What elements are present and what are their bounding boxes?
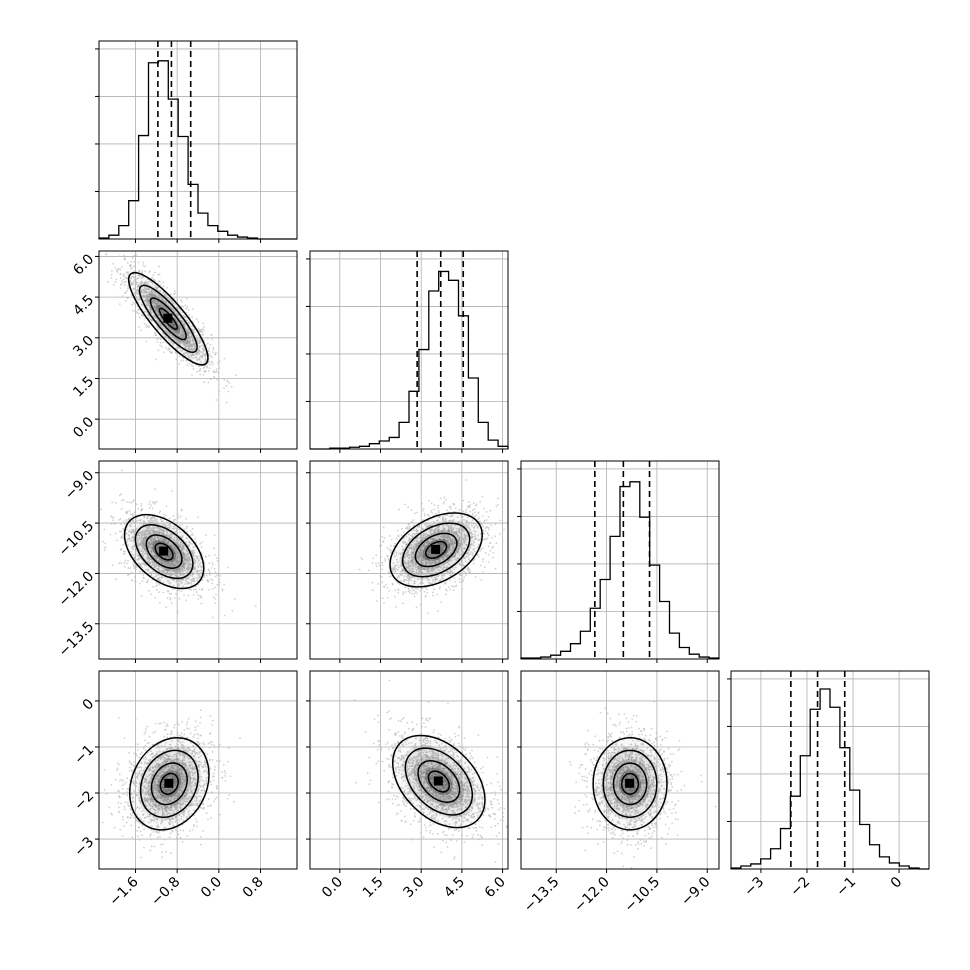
- contour-line: [417, 760, 461, 803]
- contour-line: [424, 540, 448, 559]
- x-tick-label: 3.0: [400, 874, 427, 901]
- y-tick-label: 0: [80, 696, 98, 714]
- scatter-panel-3-1: [95, 460, 298, 663]
- contour-line: [127, 271, 209, 366]
- scatter-panel-4-1: [95, 670, 298, 873]
- x-tick-label: −9.0: [678, 874, 713, 909]
- histogram-step-line: [310, 270, 509, 450]
- contour-line: [621, 772, 640, 795]
- x-tick-label: −1.6: [106, 874, 141, 909]
- density-peak: [159, 546, 169, 556]
- density-peak: [433, 776, 443, 786]
- contour-line: [389, 512, 483, 588]
- y-tick-label: 1.5: [70, 373, 97, 400]
- x-tick-label: −1: [833, 874, 859, 900]
- contour-line: [401, 522, 471, 578]
- y-tick-label: −9.0: [62, 468, 97, 503]
- contour-line: [158, 307, 178, 330]
- panel-frame: [309, 460, 509, 660]
- x-tick-label: −0.8: [148, 874, 183, 909]
- y-tick-label: −1: [71, 742, 97, 768]
- panel-frame: [309, 670, 509, 870]
- contour-line: [123, 513, 205, 590]
- x-tick-label: 1.5: [360, 874, 387, 901]
- panel-frame: [98, 250, 298, 450]
- contour-line: [391, 734, 486, 829]
- density-peak: [163, 313, 173, 323]
- y-tick-label: 3.0: [70, 333, 97, 360]
- contour-line: [138, 284, 198, 353]
- x-tick-label: −3: [741, 874, 767, 900]
- contour-line: [602, 749, 658, 818]
- x-tick-label: 0.0: [198, 874, 225, 901]
- x-tick-label: −10.5: [622, 874, 664, 916]
- histogram-panel-2: [306, 250, 509, 453]
- contour-line: [139, 749, 199, 818]
- density-layer: [569, 700, 717, 869]
- y-tick-label: −10.5: [56, 518, 98, 560]
- x-tick-label: −2: [787, 874, 813, 900]
- histogram-panel-4: [727, 670, 930, 873]
- density-peak: [431, 544, 441, 554]
- contour-line: [159, 772, 180, 795]
- histogram-step-line: [98, 60, 297, 240]
- histogram-panel-3: [517, 460, 720, 663]
- x-tick-label: 6.0: [482, 874, 509, 901]
- contour-line: [592, 737, 668, 831]
- panel-frame: [98, 670, 298, 870]
- contour-line: [427, 770, 450, 793]
- contour-line: [128, 737, 210, 831]
- y-tick-label: 0.0: [70, 414, 97, 441]
- contour-line: [149, 297, 187, 341]
- panel-frame: [309, 250, 509, 450]
- contour-line: [612, 762, 648, 806]
- x-tick-label: −12.0: [571, 874, 613, 916]
- x-tick-label: 0: [888, 874, 906, 892]
- x-tick-label: 4.5: [441, 874, 468, 901]
- contour-line: [154, 542, 174, 561]
- panel-frame: [520, 670, 720, 870]
- histogram-step-line: [520, 481, 720, 659]
- y-tick-label: 6.0: [70, 251, 97, 278]
- scatter-panel-4-2: [306, 670, 509, 873]
- y-tick-label: −13.5: [56, 619, 98, 661]
- panel-frame: [520, 460, 720, 660]
- density-layer: [100, 469, 257, 630]
- x-tick-label: 0.8: [240, 874, 267, 901]
- density-layer: [101, 709, 241, 859]
- contour-line: [134, 524, 194, 580]
- y-tick-label: −12.0: [56, 568, 98, 610]
- density-layer: [358, 479, 505, 615]
- contour-line: [404, 747, 474, 816]
- contour-line: [145, 534, 183, 569]
- y-tick-label: −3: [71, 834, 97, 860]
- scatter-panel-3-2: [306, 460, 509, 663]
- histogram-step-line: [730, 688, 929, 870]
- contour-line: [150, 762, 188, 806]
- x-tick-label: −13.5: [521, 874, 563, 916]
- y-tick-label: 4.5: [70, 292, 97, 319]
- density-layer: [103, 251, 237, 404]
- scatter-panel-2-1: [95, 250, 298, 453]
- panel-frame: [730, 670, 930, 870]
- density-peak: [625, 778, 635, 788]
- x-tick-label: 0.0: [319, 874, 346, 901]
- panel-frame: [98, 460, 298, 660]
- density-layer: [353, 679, 508, 864]
- panel-frame: [98, 40, 298, 240]
- histogram-panel-1: [95, 40, 298, 243]
- density-peak: [164, 778, 174, 788]
- y-tick-label: −2: [71, 788, 97, 814]
- scatter-panel-4-3: [517, 670, 720, 873]
- contour-line: [414, 532, 458, 568]
